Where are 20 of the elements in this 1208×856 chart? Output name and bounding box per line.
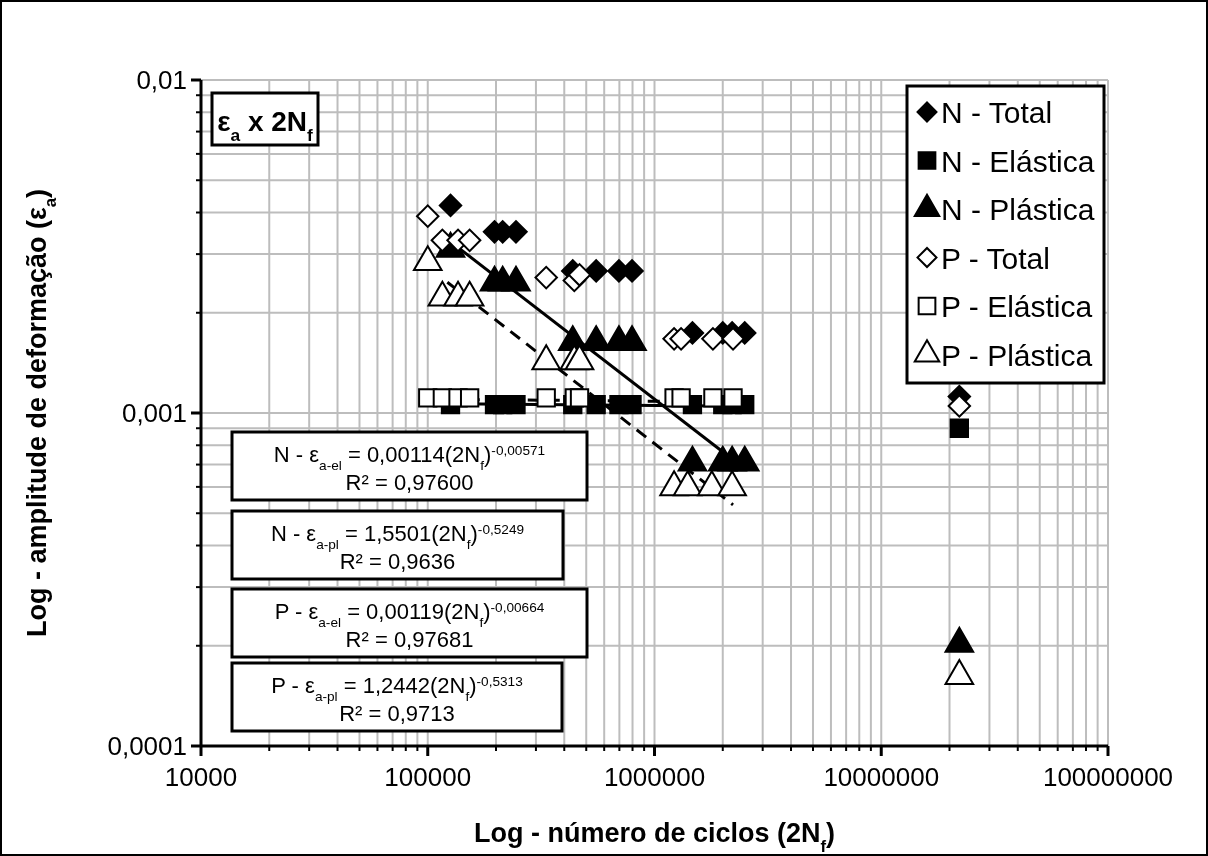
y-tick-label: 0,01 [136, 65, 187, 95]
x-axis-title: Log - número de ciclos (2N$_{f}$) [473, 818, 836, 856]
legend-label: P - Plástica [941, 338, 1093, 372]
x-tick-label: 10000000 [823, 762, 940, 792]
y-tick-label: 0,001 [121, 398, 187, 428]
legend-label: N - Total [941, 96, 1053, 129]
text: P - ε$_{a-pl}$ = 1,2442(2N$_{f}$)$^{-0,5313}$ R² = 0,9713 [271, 673, 523, 726]
x-tick-label: 10000 [164, 762, 238, 792]
text: P - ε$_{a-el}$ = 0,00119(2N$_{f}$)$^{-0,00664}$ R² = 0,97681 [274, 599, 545, 652]
legend-label: N - Elástica [941, 144, 1095, 178]
x-tick-label: 100000000 [1042, 762, 1174, 792]
legend-label: P - Elástica [941, 290, 1093, 323]
legend-label: P - Total [941, 241, 1050, 275]
y-tick-label: 0,0001 [107, 731, 187, 761]
text: N - ε$_{a-pl}$ = 1,5501(2N$_{f}$)$^{-0,5249}$ R² = 0,9636 [270, 521, 525, 574]
legend-label: N - Plástica [941, 193, 1095, 226]
text: N - ε$_{a-el}$ = 0,00114(2N$_{f}$)$^{-0,00571}$ R² = 0,97600 [273, 442, 546, 495]
x-tick-label: 100000 [384, 762, 472, 792]
x-tick-label: 1000000 [603, 762, 706, 792]
text: ε$_{a}$ x 2N$_{f}$ [217, 106, 314, 145]
